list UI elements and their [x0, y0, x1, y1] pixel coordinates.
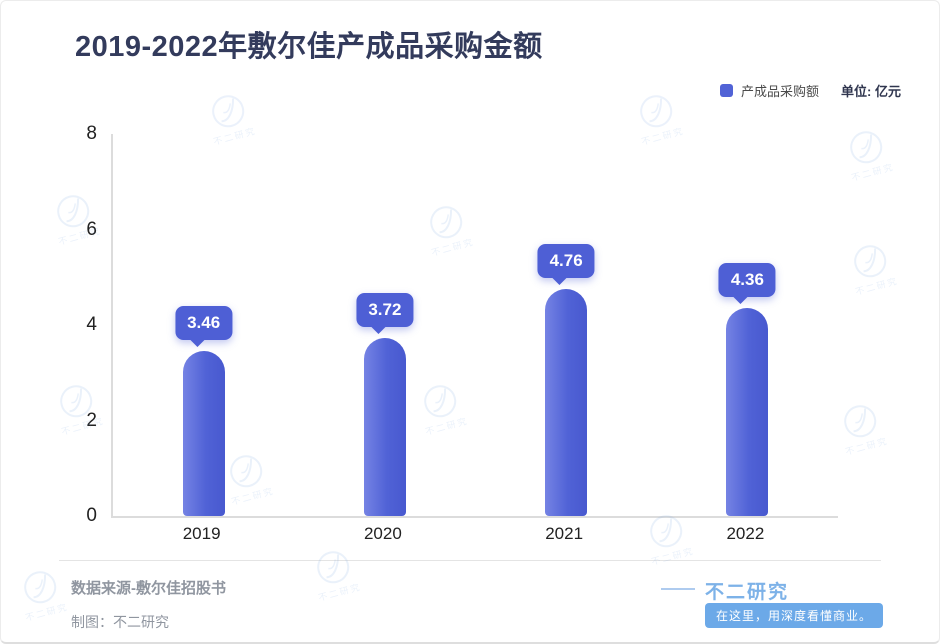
watermark-logo: 不二研究: [834, 122, 903, 185]
x-tick-label-2022: 2022: [726, 524, 765, 543]
credit-text: 制图：不二研究: [71, 614, 169, 630]
x-tick-label-2020: 2020: [363, 524, 402, 543]
data-label-2020: 3.72: [356, 293, 414, 335]
bar-2020: [363, 338, 406, 516]
y-axis: 0 2 4 6 8: [53, 123, 97, 526]
y-tick-label: 0: [86, 505, 97, 526]
bar-column-2020: 3.72: [294, 134, 475, 516]
legend-label: 产成品采购额: [741, 84, 820, 99]
bar-column-2021: 4.76: [476, 134, 657, 516]
data-label-2021: 4.76: [537, 243, 595, 285]
y-tick-label: 4: [86, 314, 97, 335]
bar-2019: [182, 350, 225, 516]
chart-title: 2019-2022年敷尔佳产成品采购金额: [75, 31, 543, 63]
bar-column-2022: 4.36: [657, 134, 838, 516]
y-tick-label: 2: [86, 409, 97, 431]
brand-slogan-badge: 在这里，用深度看懂商业。: [705, 603, 884, 628]
bar-2022: [726, 307, 769, 516]
watermark-logo: 不二研究: [8, 562, 77, 625]
plot-area: 3.46 3.72 4.76 4.36: [111, 134, 838, 518]
footer-divider: [59, 560, 881, 561]
y-tick-label: 6: [86, 218, 97, 240]
bar-column-2019: 3.46: [113, 134, 294, 516]
watermark-logo: 不二研究: [301, 542, 370, 605]
legend: 产成品采购额 单位: 亿元: [720, 81, 901, 100]
x-tick-label-2021: 2021: [545, 524, 584, 543]
data-label-2019: 3.46: [175, 305, 233, 347]
brand-name: 不二研究: [705, 582, 790, 603]
data-source-text: 数据来源-敷尔佳招股书: [71, 580, 226, 597]
bar-2021: [545, 288, 588, 516]
unit-label: 单位: 亿元: [841, 84, 901, 99]
brand-divider: [661, 588, 695, 590]
watermark-logo: 不二研究: [838, 236, 907, 299]
x-tick-label-2019: 2019: [182, 524, 221, 543]
y-tick-label: 8: [86, 123, 97, 144]
x-axis-labels: 2019 2020 2021 2022: [111, 524, 836, 544]
data-label-2022: 4.36: [718, 262, 776, 304]
legend-color-icon: [720, 84, 734, 97]
